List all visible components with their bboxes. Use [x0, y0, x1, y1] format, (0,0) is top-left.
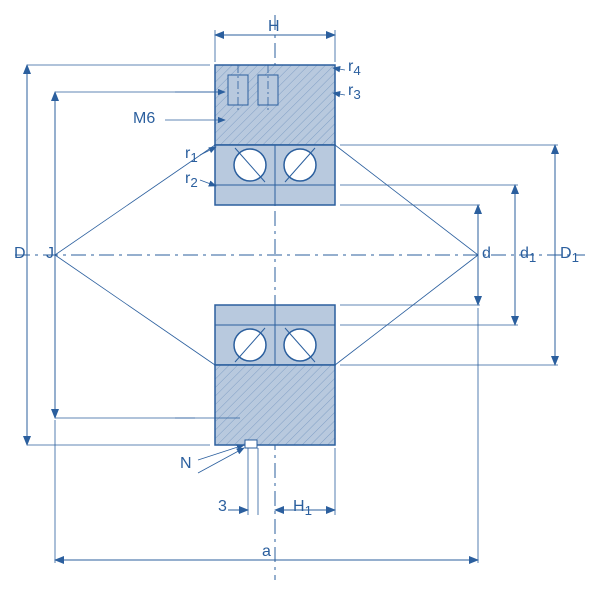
label-r4: r4 — [348, 58, 361, 78]
label-D: D — [14, 245, 26, 263]
label-D1: D1 — [560, 245, 579, 265]
label-r2: r2 — [185, 170, 198, 190]
bearing-diagram: D J H M6 r4 r3 r1 r2 d d1 D1 N 3 H1 a — [0, 0, 600, 600]
label-N: N — [180, 455, 192, 473]
label-r1: r1 — [185, 145, 198, 165]
label-d: d — [482, 245, 491, 263]
label-M6: M6 — [133, 110, 155, 128]
label-J: J — [46, 245, 54, 263]
label-r3: r3 — [348, 82, 361, 102]
label-H1: H1 — [293, 498, 312, 518]
label-3: 3 — [218, 498, 227, 516]
label-d1: d1 — [520, 245, 536, 265]
label-H: H — [268, 18, 280, 36]
label-a: a — [262, 543, 271, 561]
